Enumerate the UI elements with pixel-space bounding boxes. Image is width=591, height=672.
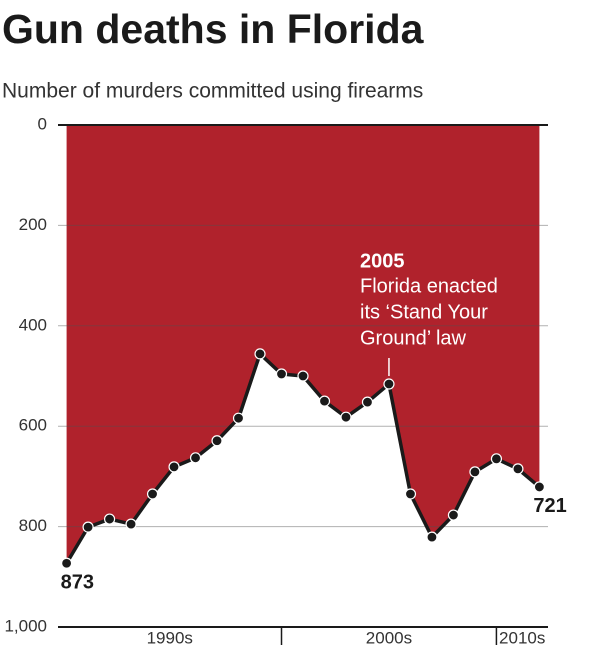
x-band-label: 1990s	[147, 628, 193, 647]
chart-subtitle: Number of murders committed using firear…	[2, 80, 423, 103]
point	[447, 509, 460, 521]
x-band-label: 2010s	[499, 628, 545, 647]
point	[533, 481, 546, 493]
point	[512, 463, 524, 475]
data-label: 873	[61, 572, 94, 594]
point	[297, 370, 309, 382]
data-label: 721	[533, 495, 566, 517]
y-tick-label: 200	[19, 215, 47, 234]
y-tick-label: 400	[19, 315, 47, 334]
x-band-label: 2000s	[366, 628, 412, 647]
point	[254, 348, 266, 360]
annotation-text: Florida enacted	[360, 275, 498, 297]
y-tick-label: 600	[19, 416, 47, 435]
y-tick-label: 1,000	[4, 616, 47, 635]
annotation-text: its ‘Stand Your	[360, 301, 488, 323]
point	[275, 368, 288, 380]
point	[189, 452, 202, 464]
annotation-text: Ground’ law	[360, 327, 467, 349]
point	[60, 557, 73, 569]
y-tick-label: 0	[38, 114, 47, 133]
point	[168, 461, 180, 473]
point	[125, 518, 137, 530]
point	[383, 378, 395, 390]
point	[490, 453, 503, 465]
chart-title: Gun deaths in Florida	[2, 6, 425, 52]
point	[232, 412, 245, 424]
point	[469, 466, 481, 478]
point	[103, 513, 116, 525]
point	[211, 435, 223, 447]
point	[318, 395, 331, 407]
point	[404, 488, 417, 500]
area	[66, 125, 540, 564]
point	[146, 488, 159, 500]
y-tick-label: 800	[19, 516, 47, 535]
point	[340, 411, 352, 423]
point	[426, 531, 438, 543]
point	[82, 521, 94, 533]
point	[361, 396, 374, 408]
annotation-title: 2005	[360, 250, 405, 272]
